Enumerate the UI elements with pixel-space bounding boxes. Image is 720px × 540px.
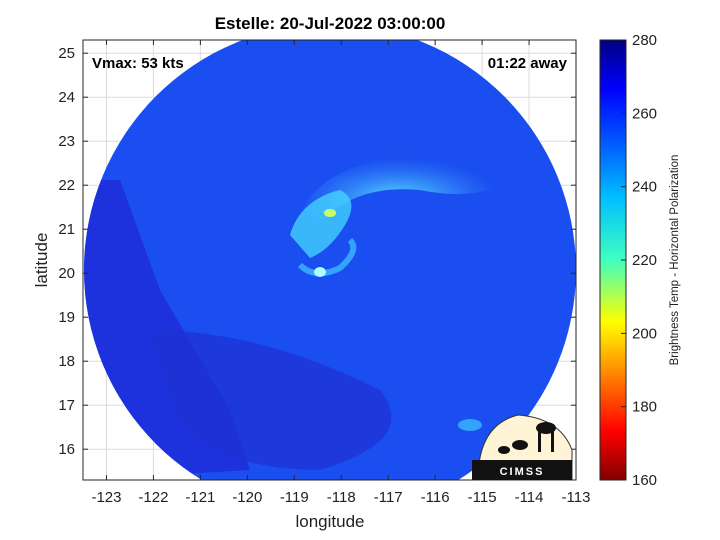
minor-feature: [458, 419, 482, 431]
y-tick-label: 25: [58, 45, 75, 62]
x-tick-label: -114: [515, 489, 544, 506]
axes-frame: [82, 39, 577, 481]
cimss-logo-text: CIMSS: [500, 466, 545, 478]
y-tick-label: 21: [58, 221, 75, 238]
x-tick-label: -122: [138, 489, 168, 506]
colorbar-tick-label: 160: [632, 472, 657, 489]
x-tick-label: -123: [91, 489, 121, 506]
colorbar-tick-label: 260: [632, 105, 657, 122]
colorbar-tick-label: 200: [632, 325, 657, 342]
x-tick-label: -118: [327, 489, 356, 506]
colorbar-tick-label: 220: [632, 252, 657, 269]
x-tick-label: -113: [562, 489, 591, 506]
rainband-spiral: [297, 237, 357, 277]
chart-title: Estelle: 20-Jul-2022 03:00:00: [215, 14, 446, 33]
y-tick-label: 24: [58, 89, 75, 106]
colorbar-label: Brightness Temp - Horizontal Polarizatio…: [669, 155, 681, 366]
y-tick-label: 16: [58, 441, 75, 458]
y-tick-label: 22: [58, 177, 75, 194]
y-tick-label: 17: [58, 397, 75, 414]
colorbar-tick-label: 180: [632, 399, 657, 416]
y-axis-label: latitude: [32, 233, 51, 288]
y-tick-label: 20: [58, 265, 75, 282]
rainband-inner: [290, 190, 352, 258]
x-axis-label: longitude: [295, 512, 364, 531]
colorbar-tick-label: 240: [632, 179, 657, 196]
y-axis-ticks: 16 17 18 19 20 21 22 23 24 25: [58, 45, 576, 458]
swath-dark-south: [150, 330, 392, 470]
hot-spot: [324, 209, 336, 217]
y-tick-label: 18: [58, 353, 75, 370]
rainband-cold-arc: [295, 157, 500, 240]
x-tick-label: -116: [421, 489, 450, 506]
colorbar-tick-label: 280: [632, 32, 657, 49]
x-tick-label: -117: [374, 489, 403, 506]
x-tick-label: -115: [468, 489, 497, 506]
cimss-logo: CIMSS: [472, 414, 573, 481]
eye-feature: [314, 267, 326, 277]
vmax-annotation: Vmax: 53 kts: [92, 55, 184, 72]
brightness-temp-heatmap: [84, 40, 576, 480]
y-tick-label: 23: [58, 133, 75, 150]
x-tick-label: -120: [232, 489, 262, 506]
x-tick-label: -121: [185, 489, 215, 506]
x-axis-ticks: -123 -122 -121 -120 -119 -118 -117 -116 -115 -114…: [91, 40, 590, 506]
y-tick-label: 19: [58, 309, 75, 326]
x-tick-label: -119: [280, 489, 309, 506]
colorbar-ticks: 160 180 200 220 240 260 280: [621, 32, 657, 489]
time-offset-annotation: 01:22 away: [488, 55, 568, 72]
